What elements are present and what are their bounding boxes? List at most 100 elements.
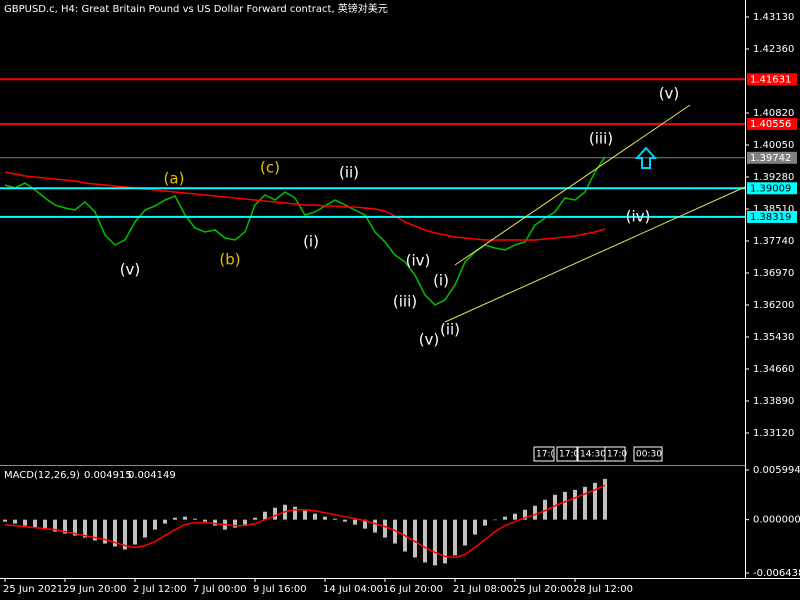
histogram-bar (433, 519, 437, 566)
x-tick-label: 9 Jul 16:00 (253, 584, 307, 595)
histogram-bar (163, 519, 167, 524)
x-tick-label: 28 Jul 12:00 (573, 584, 633, 595)
histogram-bar (73, 519, 77, 536)
x-tick-label: 25 Jul 20:00 (513, 584, 573, 595)
y-tick-label: 1.36200 (753, 300, 794, 311)
y-tick-label: 1.35430 (753, 332, 794, 343)
level-label: 1.39009 (750, 183, 791, 194)
channel-lower (444, 186, 746, 323)
x-tick-label: 25 Jun 2021 (3, 584, 63, 595)
series-line (4, 171, 606, 241)
histogram-bar (233, 519, 237, 528)
histogram-bar (503, 516, 507, 520)
histogram-bar (143, 519, 147, 538)
level-label-box (747, 210, 797, 223)
level-label-box (747, 73, 797, 86)
level-label-box (747, 182, 797, 195)
histogram-bar (213, 519, 217, 526)
histogram-bar (63, 519, 67, 534)
level-label: 1.41631 (750, 74, 791, 85)
time-marker-box (556, 446, 578, 462)
histogram-bar (93, 519, 97, 541)
series-line (4, 484, 606, 559)
y-tick-label: 1.40050 (753, 140, 794, 151)
y-tick-label: 1.33120 (753, 428, 794, 439)
x-tick-label: 16 Jul 20:00 (383, 584, 443, 595)
y-tick-label: 1.37740 (753, 236, 794, 247)
level-label: 1.38319 (750, 212, 791, 223)
time-marker: 17:0 (559, 450, 579, 460)
signal-value: 0.004149 (128, 470, 176, 481)
histogram-bar (393, 519, 397, 544)
y-tick-label: 1.33890 (753, 396, 794, 407)
level-label: 1.40556 (750, 119, 791, 130)
histogram-bar (373, 519, 377, 533)
histogram-bar (583, 486, 587, 520)
histogram-bar (573, 489, 577, 520)
histogram-bar (243, 519, 247, 525)
y-tick-label: 1.39280 (753, 172, 794, 183)
histogram-bar (333, 518, 337, 520)
histogram-bar (473, 519, 477, 535)
histogram-bar (103, 519, 107, 544)
histogram-bar (523, 509, 527, 520)
histogram-bar (543, 499, 547, 520)
wave-label: (iii) (393, 293, 417, 311)
y-tick-label: 1.36970 (753, 268, 794, 279)
histogram-bar (513, 513, 517, 520)
histogram-bar (423, 519, 427, 563)
histogram-bar (453, 519, 457, 556)
y-tick-label: -0.006438 (753, 568, 800, 579)
histogram-bar (533, 505, 537, 520)
level-label-box (747, 117, 797, 130)
wave-label: (i) (433, 272, 449, 290)
histogram-bar (563, 491, 567, 520)
wave-label: (a) (164, 170, 185, 188)
histogram-bar (273, 507, 277, 520)
y-tick-label: 1.43130 (753, 12, 794, 23)
histogram-bar (313, 513, 317, 520)
histogram-bar (323, 516, 327, 520)
time-marker: 17:( (536, 450, 554, 460)
x-tick-label: 7 Jul 00:00 (193, 584, 247, 595)
y-tick-label: 0.005994 (753, 465, 800, 476)
histogram-bar (253, 517, 257, 520)
time-marker: 17:0 (607, 450, 627, 460)
histogram-bar (383, 519, 387, 538)
x-tick-label: 2 Jul 12:00 (133, 584, 187, 595)
chart-title: GBPUSD.c, H4: Great Britain Pound vs US … (4, 2, 388, 15)
histogram-bar (23, 519, 27, 526)
wave-label: (i) (303, 233, 319, 251)
histogram-bar (183, 516, 187, 520)
y-tick-label: 1.40820 (753, 108, 794, 119)
wave-label: (iii) (589, 130, 613, 148)
x-tick-label: 21 Jul 08:00 (453, 584, 513, 595)
wave-label: (iv) (626, 208, 651, 226)
histogram-bar (203, 519, 207, 522)
histogram-bar (353, 519, 357, 525)
histogram-bar (553, 494, 557, 520)
histogram-bar (413, 519, 417, 558)
wave-label: (v) (120, 261, 141, 279)
x-tick-label: 29 Jun 20:00 (63, 584, 127, 595)
histogram-bar (113, 519, 117, 547)
histogram-bar (483, 519, 487, 526)
y-tick-label: 1.42360 (753, 44, 794, 55)
histogram-bar (3, 519, 7, 522)
y-tick-label: 1.34660 (753, 364, 794, 375)
histogram-bar (593, 482, 597, 520)
histogram-bar (463, 519, 467, 546)
histogram-bar (153, 519, 157, 530)
histogram-bar (303, 510, 307, 520)
histogram-bar (263, 511, 267, 520)
wave-label: (ii) (339, 164, 359, 182)
histogram-bar (53, 519, 57, 532)
time-marker-box (604, 446, 626, 462)
wave-label: (ii) (440, 321, 460, 339)
histogram-bar (443, 519, 447, 564)
wave-label: (v) (419, 331, 440, 349)
histogram-bar (343, 519, 347, 522)
y-tick-label: 0.000000 (753, 515, 800, 526)
